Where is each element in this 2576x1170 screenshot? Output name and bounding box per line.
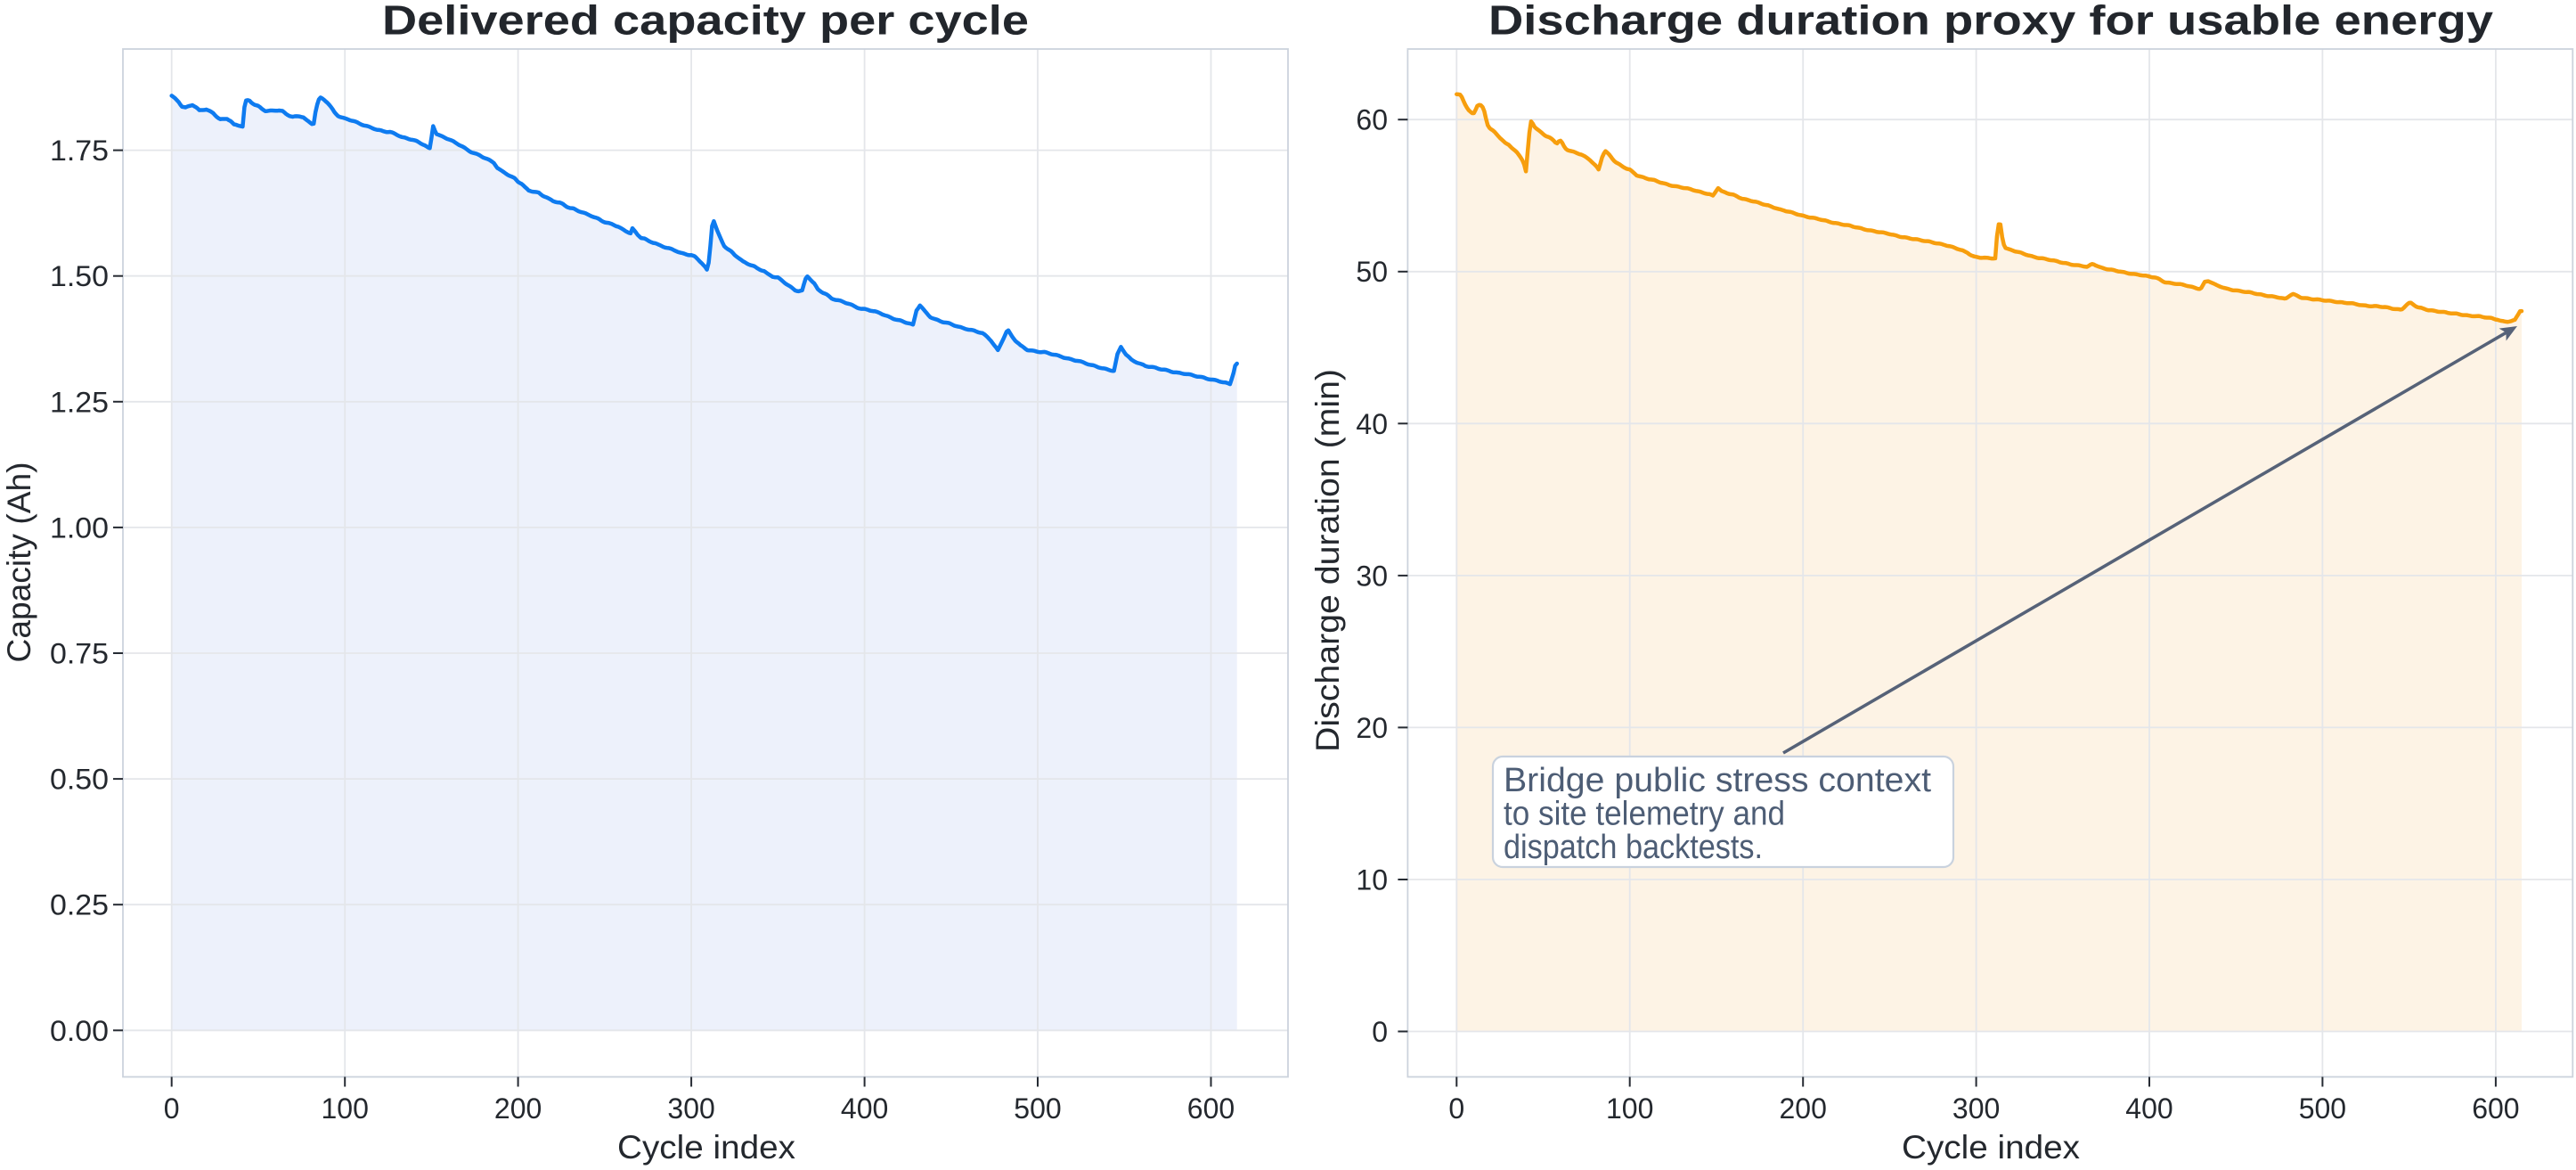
svg-text:0.50: 0.50 <box>50 764 109 796</box>
svg-text:50: 50 <box>1356 256 1388 288</box>
svg-text:30: 30 <box>1356 560 1388 592</box>
svg-text:Discharge duration (min): Discharge duration (min) <box>1308 369 1346 752</box>
svg-text:20: 20 <box>1356 712 1388 744</box>
svg-text:0: 0 <box>1448 1092 1464 1125</box>
svg-text:1.00: 1.00 <box>50 511 109 544</box>
svg-text:200: 200 <box>1780 1092 1827 1125</box>
svg-text:to site telemetry and: to site telemetry and <box>1504 796 1785 833</box>
svg-text:Discharge duration proxy for u: Discharge duration proxy for usable ener… <box>1488 0 2493 44</box>
svg-text:400: 400 <box>2125 1092 2172 1125</box>
svg-text:600: 600 <box>1187 1092 1235 1125</box>
svg-text:400: 400 <box>841 1092 888 1125</box>
svg-text:Bridge public stress context: Bridge public stress context <box>1504 762 1931 799</box>
svg-text:1.50: 1.50 <box>50 260 109 292</box>
svg-text:0: 0 <box>164 1092 180 1125</box>
svg-text:600: 600 <box>2472 1092 2519 1125</box>
svg-text:0.75: 0.75 <box>50 638 109 670</box>
svg-text:500: 500 <box>1014 1092 1061 1125</box>
svg-text:200: 200 <box>494 1092 542 1125</box>
svg-text:1.75: 1.75 <box>50 135 109 167</box>
svg-text:10: 10 <box>1356 864 1388 896</box>
svg-text:60: 60 <box>1356 104 1388 136</box>
svg-text:0.25: 0.25 <box>50 889 109 921</box>
svg-text:Capacity (Ah): Capacity (Ah) <box>0 462 37 663</box>
svg-text:dispatch backtests.: dispatch backtests. <box>1504 829 1763 866</box>
svg-text:300: 300 <box>1952 1092 2000 1125</box>
svg-text:1.25: 1.25 <box>50 386 109 418</box>
svg-text:300: 300 <box>667 1092 714 1125</box>
svg-text:100: 100 <box>322 1092 369 1125</box>
svg-text:40: 40 <box>1356 408 1388 440</box>
svg-text:Cycle index: Cycle index <box>1902 1128 2080 1166</box>
svg-text:Cycle index: Cycle index <box>617 1128 795 1166</box>
svg-text:0: 0 <box>1372 1016 1388 1048</box>
svg-text:0.00: 0.00 <box>50 1015 109 1047</box>
svg-text:500: 500 <box>2299 1092 2346 1125</box>
svg-text:100: 100 <box>1606 1092 1653 1125</box>
svg-text:Delivered capacity per cycle: Delivered capacity per cycle <box>382 0 1029 44</box>
